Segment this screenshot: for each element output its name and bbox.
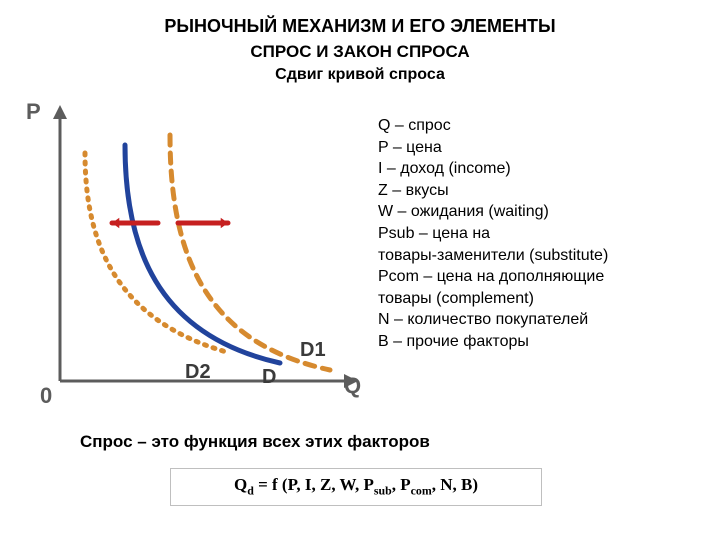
demand-formula: Qd = f (P, I, Z, W, Psub, Pcom, N, B) [170, 468, 542, 506]
title-line-1: РЫНОЧНЫЙ МЕХАНИЗМ И ЕГО ЭЛЕМЕНТЫ [0, 16, 720, 37]
legend-item: Q – спрос [378, 115, 698, 137]
legend-item: товары (complement) [378, 288, 698, 310]
formula-suffix: , N, B) [432, 475, 478, 494]
legend-item: P – цена [378, 137, 698, 159]
title-line-3: Сдвиг кривой спроса [0, 66, 720, 84]
formula-mid1: = f (P, I, Z, W, P [254, 475, 374, 494]
x-axis-label: Q [344, 373, 361, 399]
slide-root: РЫНОЧНЫЙ МЕХАНИЗМ И ЕГО ЭЛЕМЕНТЫ СПРОС И… [0, 0, 720, 540]
legend-item: I – доход (income) [378, 158, 698, 180]
title-line-2: СПРОС И ЗАКОН СПРОСА [0, 42, 720, 62]
legend-item: B – прочие факторы [378, 331, 698, 353]
legend-item: Pcom – цена на дополняющие [378, 266, 698, 288]
legend-item: Z – вкусы [378, 180, 698, 202]
legend-item: товары-заменители (substitute) [378, 245, 698, 267]
formula-q: Q [234, 475, 247, 494]
formula-text: Qd = f (P, I, Z, W, Psub, Pcom, N, B) [234, 475, 478, 498]
curve-label-d2: D2 [185, 361, 211, 384]
legend-item: W – ожидания (waiting) [378, 201, 698, 223]
demand-shift-chart: P Q 0 D D1 D2 [30, 105, 360, 405]
curve-label-d1: D1 [300, 339, 326, 362]
legend-item: N – количество покупателей [378, 309, 698, 331]
origin-label: 0 [40, 383, 52, 409]
formula-mid2: , P [392, 475, 411, 494]
legend-item: Psub – цена на [378, 223, 698, 245]
legend: Q – спросP – ценаI – доход (income)Z – в… [378, 115, 698, 353]
curve-label-d: D [262, 366, 276, 389]
formula-sub-com: com [411, 484, 432, 498]
y-axis-label: P [26, 99, 41, 125]
bottom-statement: Спрос – это функция всех этих факторов [80, 432, 430, 452]
formula-sub-sub: sub [374, 484, 392, 498]
formula-sub-d: d [247, 484, 254, 498]
